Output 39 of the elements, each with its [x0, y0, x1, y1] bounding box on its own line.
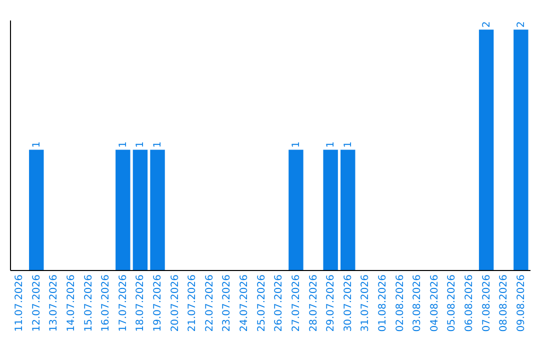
x-tick-label: 06.08.2026 [464, 274, 475, 332]
x-tick-label: 23.07.2026 [222, 274, 233, 332]
x-tick-label: 21.07.2026 [187, 274, 198, 332]
x-tick-label: 04.08.2026 [429, 274, 440, 332]
x-tick-label: 22.07.2026 [204, 274, 216, 332]
data-label: 1 [152, 141, 164, 148]
x-tick-label: 18.07.2026 [135, 274, 146, 332]
data-label: 1 [118, 141, 129, 148]
x-tick-label: 20.07.2026 [170, 274, 181, 332]
x-tick-label: 25.07.2026 [256, 274, 268, 332]
x-tick-label: 31.07.2026 [360, 274, 372, 332]
x-tick-label: 16.07.2026 [100, 274, 112, 332]
x-tick-label: 14.07.2026 [66, 274, 77, 332]
x-tick-label: 12.07.2026 [31, 274, 42, 332]
x-tick-label: 19.07.2026 [152, 274, 164, 332]
x-tick-label: 02.08.2026 [394, 274, 406, 332]
x-tick-label: 07.08.2026 [481, 274, 492, 332]
x-tick-label: 05.08.2026 [446, 274, 458, 332]
x-tick-label: 27.07.2026 [290, 274, 302, 332]
data-label: 1 [326, 141, 337, 148]
x-tick-label: 01.08.2026 [377, 274, 388, 332]
data-label: 2 [481, 21, 492, 28]
x-tick-label: 15.07.2026 [83, 274, 94, 332]
x-tick-label: 17.07.2026 [118, 274, 129, 332]
x-tick-label: 26.07.2026 [274, 274, 285, 332]
x-tick-label: 11.07.2026 [14, 274, 26, 332]
x-tick-label: 03.08.2026 [412, 274, 424, 332]
data-label: 1 [135, 141, 146, 148]
x-tick-label: 24.07.2026 [239, 274, 250, 332]
x-tick-label: 09.08.2026 [516, 274, 527, 332]
x-tick-label: 29.07.2026 [326, 274, 337, 332]
x-tick-label: 13.07.2026 [48, 274, 60, 332]
data-label: 1 [290, 141, 302, 148]
x-tick-label: 30.07.2026 [342, 274, 354, 332]
data-label: 1 [342, 141, 354, 148]
x-tick-label: 08.08.2026 [498, 274, 510, 332]
data-label: 2 [516, 21, 527, 28]
x-tick-label: 28.07.2026 [308, 274, 320, 332]
data-label: 1 [31, 141, 42, 148]
